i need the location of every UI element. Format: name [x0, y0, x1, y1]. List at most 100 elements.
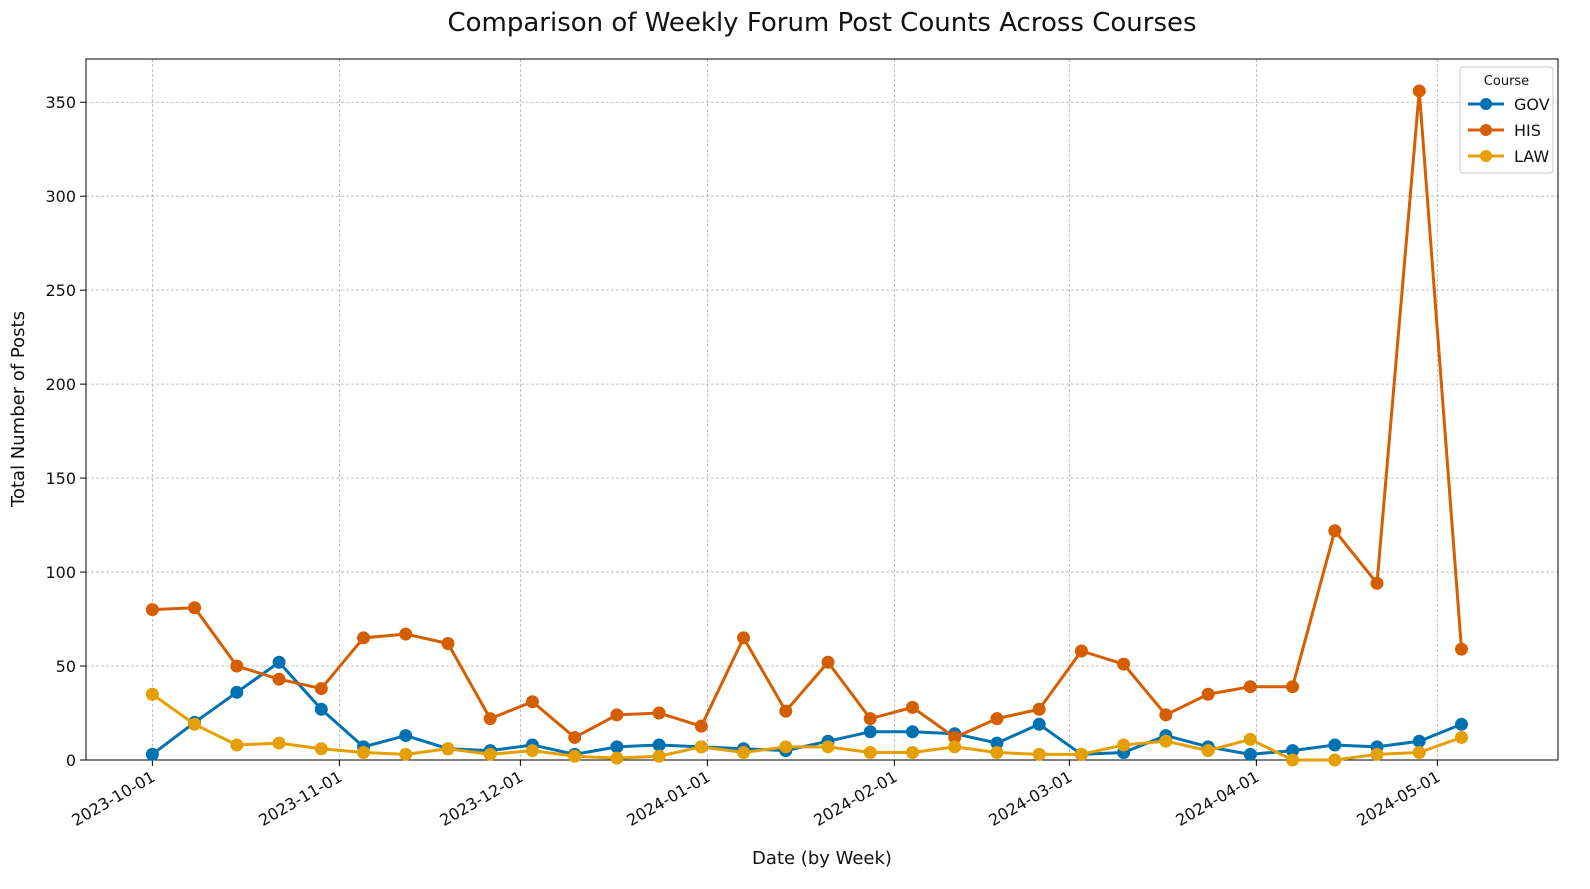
x-tick-label: 2023-11-01: [255, 767, 345, 830]
grid-lines: [86, 59, 1558, 761]
data-point-his: [568, 730, 582, 744]
data-point-law: [652, 749, 666, 763]
data-point-gov: [314, 702, 328, 716]
data-point-law: [1201, 744, 1215, 758]
data-point-gov: [399, 729, 413, 743]
chart-title: Comparison of Weekly Forum Post Counts A…: [447, 8, 1196, 38]
plot-frame: [85, 58, 1559, 761]
legend-label: GOV: [1514, 95, 1550, 114]
y-tick-label: 350: [45, 93, 76, 112]
data-point-gov: [1243, 747, 1257, 761]
x-tick-label: 2023-12-01: [436, 767, 526, 830]
data-point-his: [1286, 680, 1300, 694]
data-point-his: [230, 659, 244, 673]
data-point-law: [737, 745, 751, 759]
data-point-law: [694, 740, 708, 754]
data-point-law: [441, 742, 455, 756]
x-tick-label: 2023-10-01: [68, 767, 158, 830]
y-tick-label: 100: [45, 563, 76, 582]
data-point-his: [357, 631, 371, 645]
data-point-his: [905, 700, 919, 714]
data-point-his: [1117, 657, 1131, 671]
data-point-his: [272, 672, 286, 686]
legend-swatch-marker: [1480, 150, 1492, 162]
axes: 2023-10-01 2023-11-01 2023-12-01 2024-01-01…: [45, 58, 1559, 830]
data-point-his: [525, 695, 539, 709]
data-point-law: [905, 745, 919, 759]
data-point-gov: [652, 738, 666, 752]
data-point-law: [1328, 753, 1342, 767]
data-point-gov: [145, 747, 159, 761]
legend-swatch-marker: [1480, 98, 1492, 110]
data-point-law: [1412, 745, 1426, 759]
data-point-his: [652, 706, 666, 720]
data-point-gov: [610, 740, 624, 754]
data-point-his: [1201, 687, 1215, 701]
data-point-law: [525, 744, 539, 758]
y-tick-label: 250: [45, 281, 76, 300]
data-point-law: [188, 717, 202, 731]
data-point-law: [399, 747, 413, 761]
data-point-law: [948, 740, 962, 754]
data-point-law: [1454, 730, 1468, 744]
data-point-his: [1032, 702, 1046, 716]
legend-item-law: LAW: [1468, 147, 1549, 166]
data-point-gov: [1454, 717, 1468, 731]
data-point-his: [737, 631, 751, 645]
data-point-his: [483, 712, 497, 726]
data-point-his: [188, 601, 202, 615]
series-gov: [145, 655, 1468, 761]
y-tick-label: 0: [66, 751, 76, 770]
data-point-law: [990, 745, 1004, 759]
data-point-his: [1159, 708, 1173, 722]
data-point-law: [483, 747, 497, 761]
data-point-law: [145, 687, 159, 701]
series-line-gov: [151, 660, 1463, 756]
data-point-law: [1117, 738, 1131, 752]
data-point-law: [1032, 747, 1046, 761]
series-lines: [145, 84, 1468, 767]
data-point-his: [314, 682, 328, 696]
data-point-his: [990, 712, 1004, 726]
data-point-law: [1243, 732, 1257, 746]
data-point-gov: [1032, 717, 1046, 731]
data-point-gov: [1412, 734, 1426, 748]
data-point-gov: [1286, 744, 1300, 758]
data-point-gov: [863, 725, 877, 739]
legend-item-his: HIS: [1468, 121, 1541, 140]
data-point-his: [1412, 84, 1426, 98]
data-point-his: [948, 730, 962, 744]
legend: Course GOV HIS LAW: [1459, 66, 1554, 174]
data-point-law: [821, 740, 835, 754]
x-tick-label: 2024-04-01: [1172, 767, 1262, 830]
data-point-his: [441, 636, 455, 650]
y-axis-label: Total Number of Posts: [8, 311, 29, 508]
data-point-gov: [230, 685, 244, 699]
data-point-law: [1370, 747, 1384, 761]
legend-box: [1459, 66, 1554, 174]
data-point-his: [821, 655, 835, 669]
data-point-law: [230, 738, 244, 752]
x-tick-label: 2024-03-01: [985, 767, 1075, 830]
x-tick-label: 2024-02-01: [810, 767, 900, 830]
y-tick-label: 150: [45, 469, 76, 488]
data-point-law: [272, 736, 286, 750]
data-point-law: [779, 740, 793, 754]
data-point-his: [779, 704, 793, 718]
data-point-his: [145, 603, 159, 617]
data-point-law: [357, 745, 371, 759]
data-point-his: [610, 708, 624, 722]
x-axis-label: Date (by Week): [752, 848, 892, 869]
series-line-his: [152, 89, 1463, 739]
data-point-law: [610, 751, 624, 765]
data-point-law: [1286, 753, 1300, 767]
data-point-law: [1159, 734, 1173, 748]
data-point-law: [314, 742, 328, 756]
data-point-gov: [990, 736, 1004, 750]
legend-swatch-marker: [1480, 124, 1492, 136]
legend-title: Course: [1484, 74, 1529, 89]
legend-label: LAW: [1514, 147, 1549, 166]
series-line-law: [151, 692, 1462, 762]
data-point-law: [863, 745, 877, 759]
